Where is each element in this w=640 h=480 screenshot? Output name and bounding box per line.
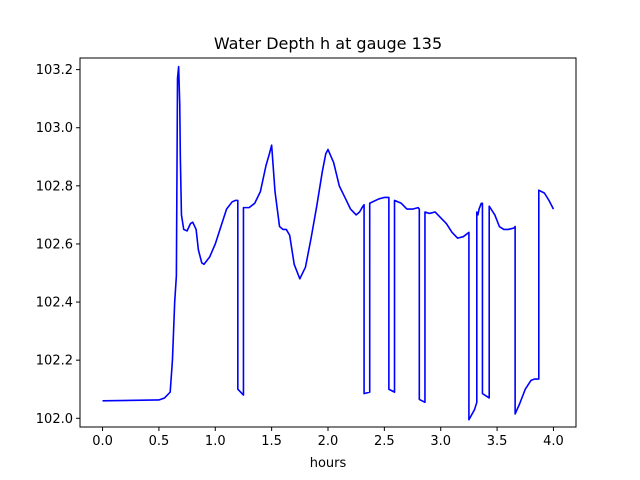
x-tick-label: 1.0 <box>205 434 226 449</box>
series-line-0 <box>102 65 555 421</box>
y-tick-label: 102.8 <box>36 179 73 194</box>
x-tick-label: 0.0 <box>92 434 113 449</box>
y-tick-label: 102.4 <box>36 296 73 311</box>
x-tick-label: 2.5 <box>374 434 395 449</box>
chart-title: Water Depth h at gauge 135 <box>214 34 442 53</box>
x-tick-label: 0.5 <box>149 434 170 449</box>
y-tick-label: 103.0 <box>36 121 73 136</box>
x-axis-label: hours <box>310 456 347 471</box>
x-tick-label: 3.5 <box>487 434 508 449</box>
y-tick-label: 102.2 <box>36 354 73 369</box>
x-axis: 0.0 0.5 1.0 1.5 2.0 2.5 3.0 3.5 4.0 <box>92 427 564 449</box>
x-tick-label: 1.5 <box>261 434 282 449</box>
y-axis: 102.0 102.2 102.4 102.6 102.8 103.0 103.2 <box>36 63 80 427</box>
x-tick-label: 2.0 <box>318 434 339 449</box>
x-tick-label: 3.0 <box>430 434 451 449</box>
y-tick-label: 103.2 <box>36 63 73 78</box>
y-tick-label: 102.0 <box>36 412 73 427</box>
y-tick-label: 102.6 <box>36 237 73 252</box>
x-tick-label: 4.0 <box>543 434 564 449</box>
